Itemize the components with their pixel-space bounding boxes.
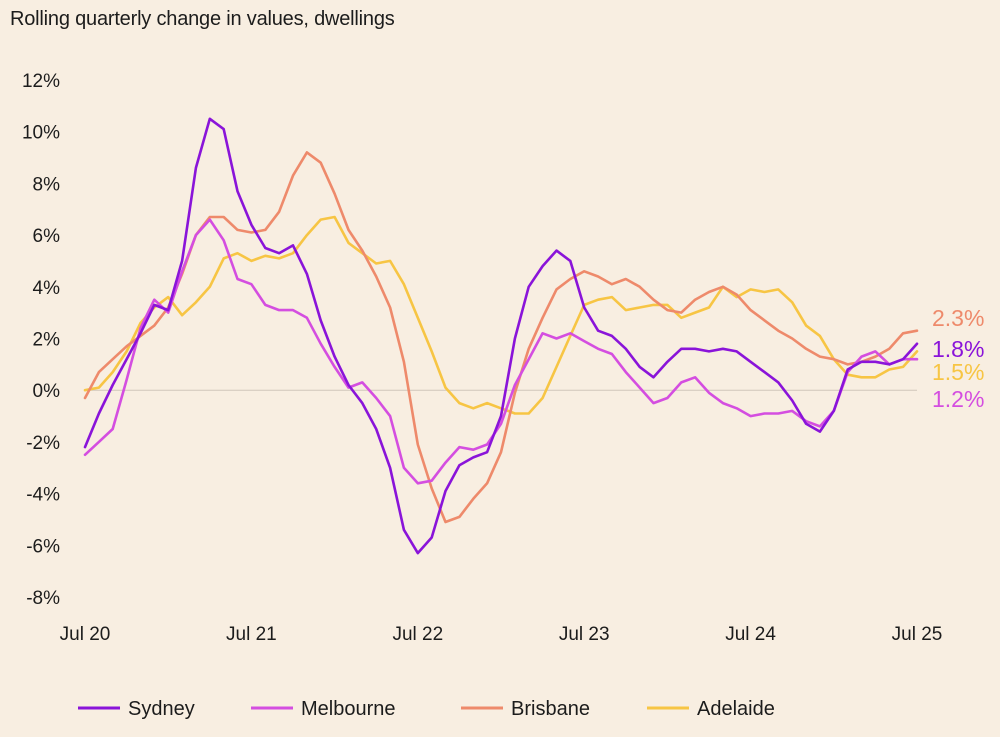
end-label-sydney: 1.8%	[932, 336, 984, 362]
y-tick-label: -2%	[26, 433, 60, 454]
end-label-melbourne: 1.2%	[932, 386, 984, 412]
y-tick-label: 10%	[22, 123, 60, 144]
y-axis: 12% 10% 8% 6% 4% 2% 0% -2% -4% -6% -8%	[22, 71, 60, 609]
legend-label-adelaide: Adelaide	[697, 698, 775, 720]
end-label-adelaide: 1.5%	[932, 359, 984, 385]
end-label-brisbane: 2.3%	[932, 305, 984, 331]
y-tick-label: -4%	[26, 485, 60, 506]
legend-label-brisbane: Brisbane	[511, 698, 590, 720]
x-axis: Jul 20 Jul 21 Jul 22 Jul 23 Jul 24 Jul 25	[60, 624, 943, 645]
y-tick-label: -8%	[26, 588, 60, 609]
end-value-labels: 2.3% 1.8%1.5%1.2%	[932, 305, 984, 412]
chart-title: Rolling quarterly change in values, dwel…	[10, 8, 395, 30]
series-line-adelaide	[83, 215, 919, 415]
series-line-melbourne	[83, 218, 919, 485]
legend: Sydney Melbourne Brisbane Adelaide	[78, 698, 775, 720]
x-tick-label: Jul 24	[725, 624, 776, 645]
y-tick-label: 2%	[33, 330, 61, 351]
x-tick-label: Jul 20	[60, 624, 111, 645]
series-lines	[83, 117, 919, 555]
series-line-sydney	[83, 117, 919, 555]
legend-label-sydney: Sydney	[128, 698, 195, 720]
y-tick-label: 6%	[33, 226, 61, 247]
y-tick-label: 12%	[22, 71, 60, 92]
x-tick-label: Jul 21	[226, 624, 277, 645]
x-tick-label: Jul 22	[392, 624, 443, 645]
legend-label-melbourne: Melbourne	[301, 698, 396, 720]
y-tick-label: 0%	[33, 381, 61, 402]
series-line-brisbane	[83, 151, 919, 524]
x-tick-label: Jul 23	[559, 624, 610, 645]
y-tick-label: 8%	[33, 174, 61, 195]
x-tick-label: Jul 25	[892, 624, 943, 645]
y-tick-label: -6%	[26, 536, 60, 557]
y-tick-label: 4%	[33, 278, 61, 299]
